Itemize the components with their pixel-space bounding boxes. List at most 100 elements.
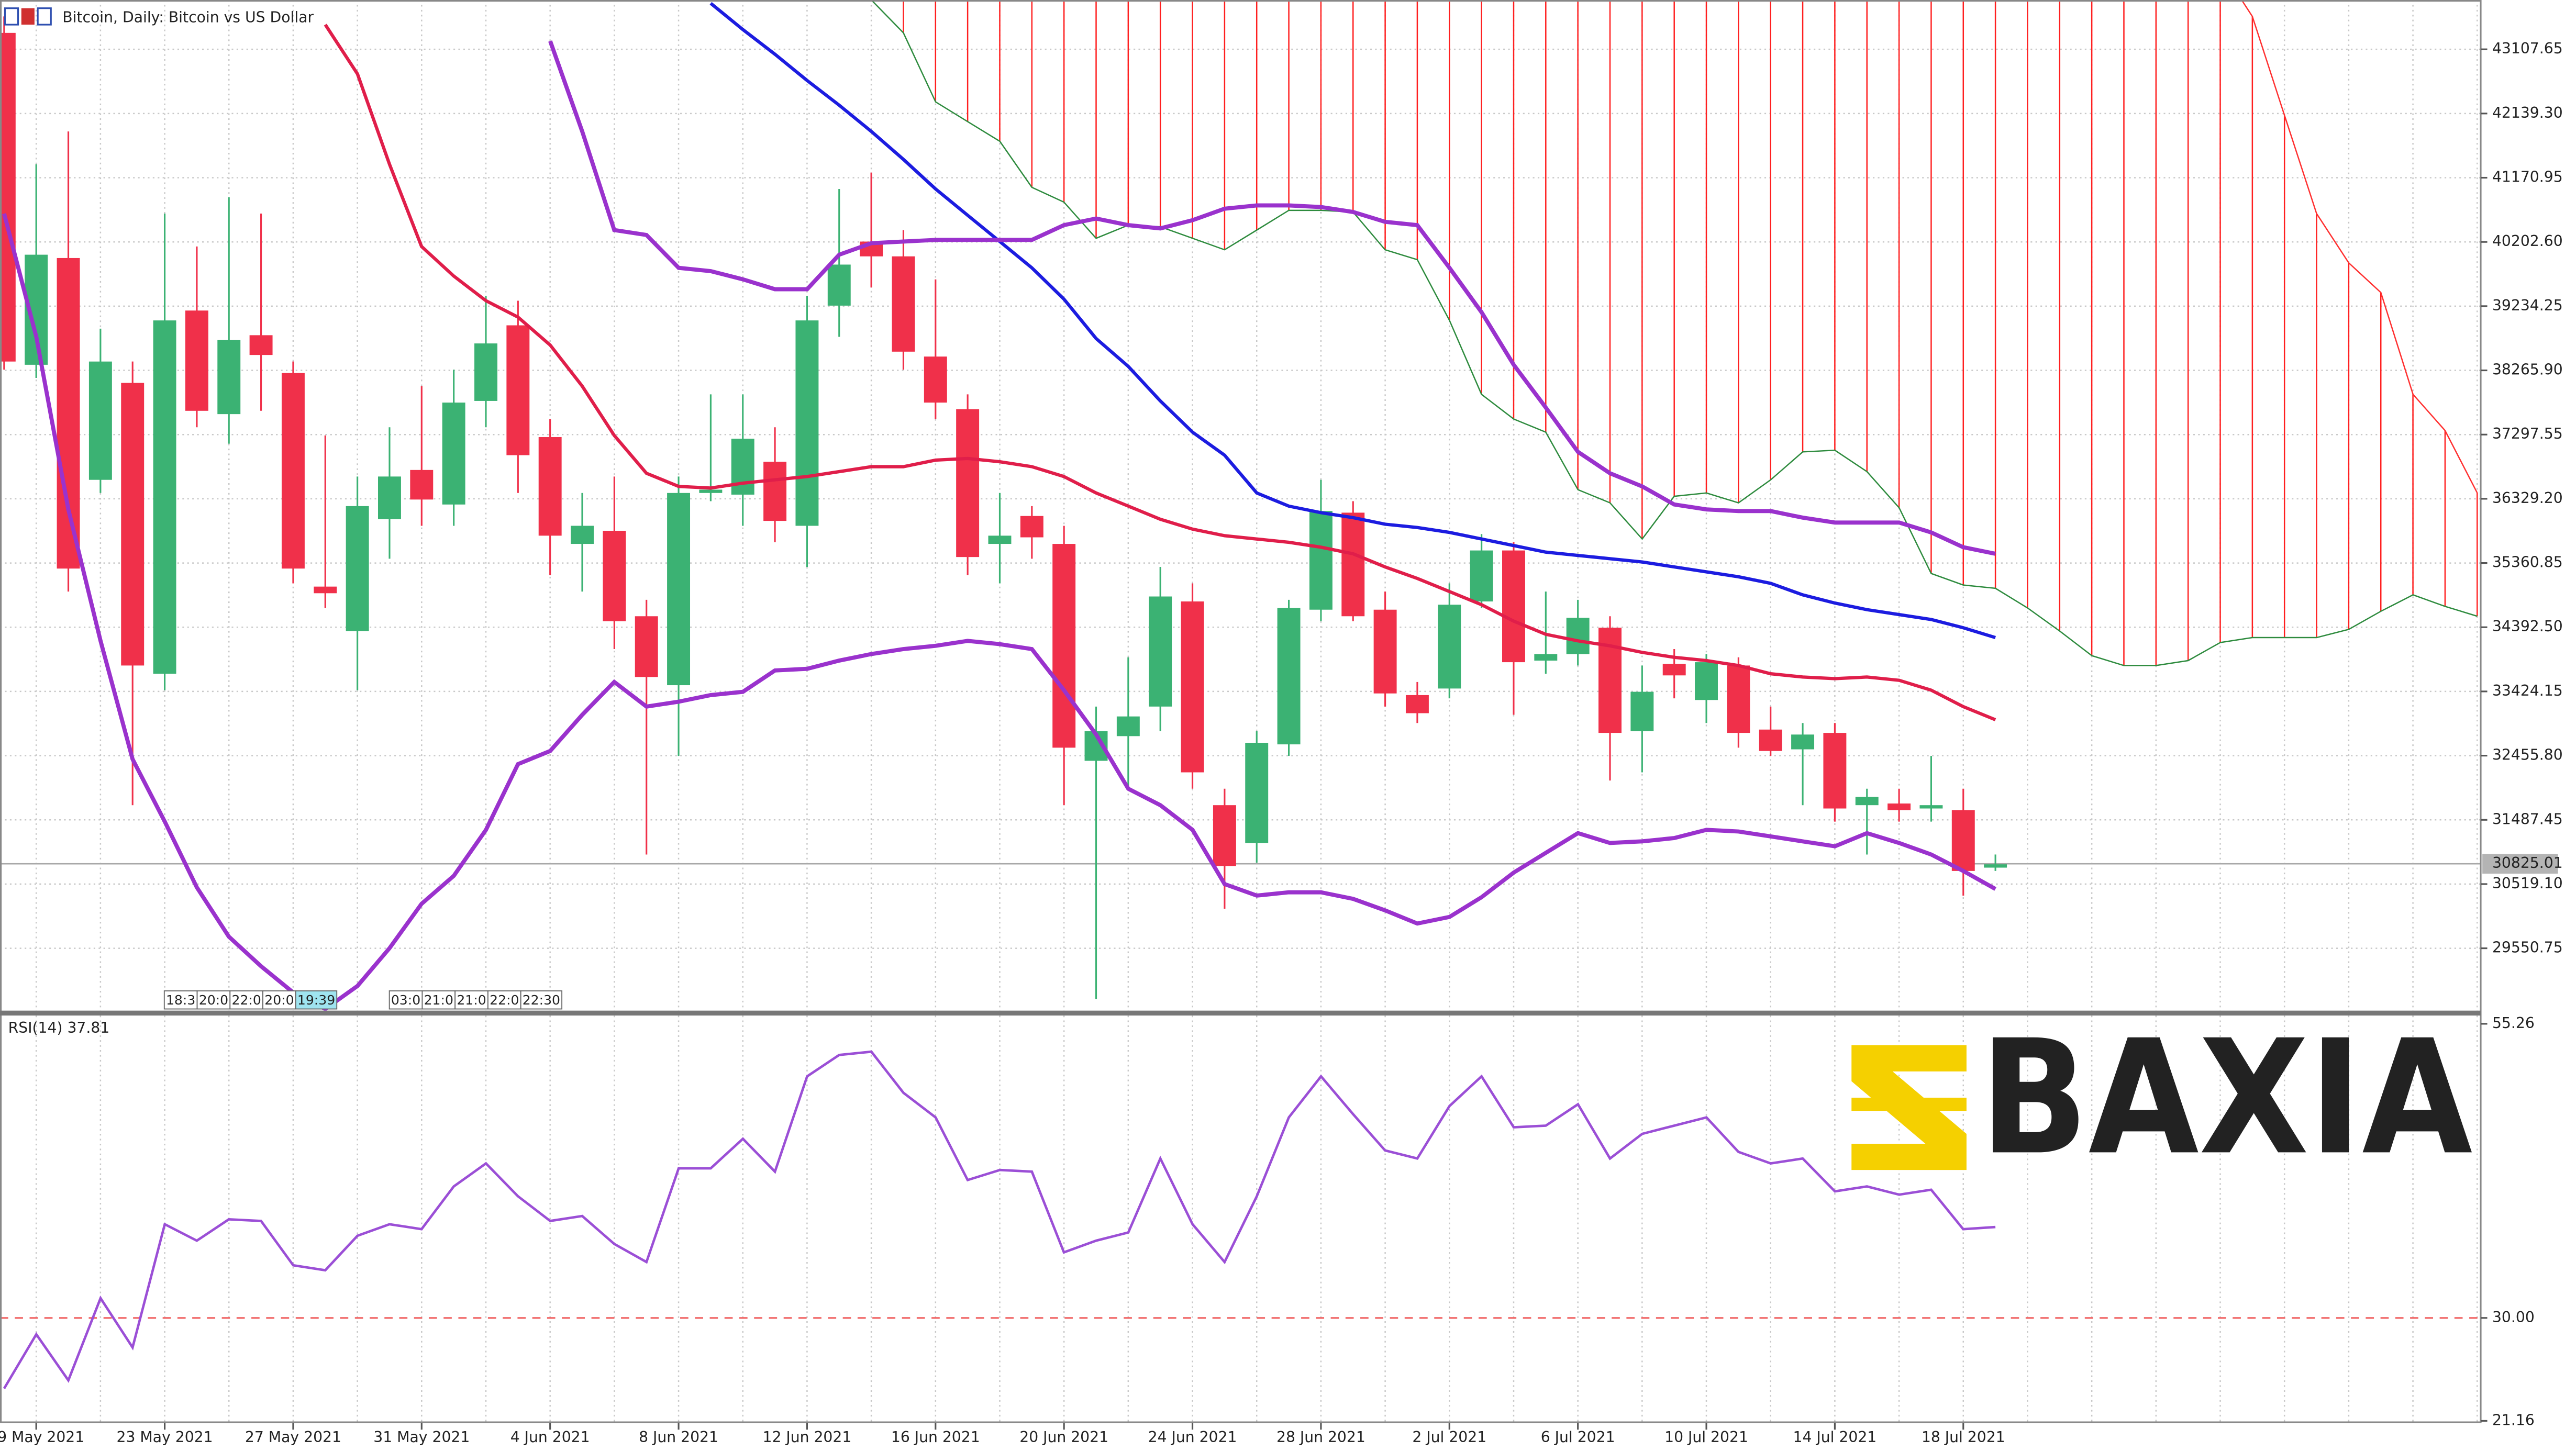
y-tick-label: 43107.65 [2492, 40, 2563, 57]
x-tick-label: 4 Jun 2021 [510, 1428, 590, 1446]
candle-body [603, 530, 626, 621]
logo: BAXIA [1851, 1006, 2473, 1190]
y-tick-label: 38265.90 [2492, 361, 2563, 378]
logo-icon [1851, 1098, 1967, 1111]
candle-body [571, 526, 594, 544]
session-label: 20:0 [264, 992, 294, 1008]
candle-body [1116, 716, 1140, 736]
candle-body [1341, 512, 1365, 617]
candle-body [1405, 695, 1429, 713]
candle-body [185, 310, 208, 411]
y-tick-label: 32455.80 [2492, 746, 2563, 764]
y-tick-label: 40202.60 [2492, 232, 2563, 250]
candle-body [153, 320, 176, 674]
candle-body [1309, 511, 1333, 610]
chart-title: Bitcoin, Daily: Bitcoin vs US Dollar [62, 9, 314, 26]
panel-separator [0, 1010, 2481, 1016]
x-tick-label: 16 Jun 2021 [891, 1428, 980, 1446]
session-label: 22:0 [490, 992, 519, 1008]
candle-body [827, 264, 851, 306]
candle-body [956, 409, 980, 557]
candle-body [1759, 729, 1782, 751]
x-tick-label: 28 Jun 2021 [1276, 1428, 1365, 1446]
candle-body [1791, 734, 1815, 750]
candle-body [57, 258, 80, 569]
session-label: 22:30 [523, 992, 560, 1008]
last-price-label: 30825.01 [2492, 854, 2563, 872]
x-tick-label: 6 Jul 2021 [1541, 1428, 1615, 1446]
candle-body [1534, 654, 1558, 661]
session-label: 19:39 [297, 992, 335, 1008]
candle-body [1919, 805, 1943, 809]
icon [4, 7, 19, 26]
candle-body [1373, 609, 1397, 694]
y-tick-label: 30.00 [2492, 1309, 2535, 1326]
y-tick-label: 36329.20 [2492, 489, 2563, 507]
price-panel [0, 0, 2481, 1011]
candle-body [1887, 803, 1911, 810]
candle-body [1213, 805, 1236, 866]
y-tick-label: 39234.25 [2492, 297, 2563, 314]
candle-body [249, 335, 273, 355]
session-box [295, 990, 338, 1010]
candle-body [410, 470, 434, 500]
last-price-box [2482, 854, 2558, 874]
y-tick-label: 30519.10 [2492, 875, 2563, 892]
x-tick-label: 14 Jul 2021 [1793, 1428, 1877, 1446]
candle-body [1823, 733, 1847, 809]
candle-body [924, 356, 947, 403]
session-box [454, 990, 488, 1010]
x-tick-label: 10 Jul 2021 [1664, 1428, 1748, 1446]
y-tick-label: 21.16 [2492, 1411, 2535, 1428]
candle-body [506, 325, 530, 455]
session-label: 21:0 [457, 992, 486, 1008]
candle-body [88, 361, 112, 480]
session-label: 03:0 [391, 992, 420, 1008]
candle-body [1951, 810, 1975, 871]
candle-body [442, 403, 465, 505]
candle-body [1181, 601, 1204, 773]
y-tick-label: 29550.75 [2492, 939, 2563, 956]
candle-body [892, 256, 915, 352]
candle-body [667, 493, 691, 686]
candle-body [1502, 550, 1525, 663]
y-tick-label: 34392.50 [2492, 618, 2563, 635]
candle-body [1052, 544, 1076, 748]
y-tick-label: 41170.95 [2492, 169, 2563, 186]
session-box [262, 990, 296, 1010]
icon [21, 8, 35, 25]
candle-body [1149, 596, 1172, 707]
candle-body [1470, 550, 1493, 602]
candle-body [217, 340, 241, 415]
candle-body [1245, 742, 1269, 843]
candle-body [699, 489, 723, 493]
indicator-line [324, 24, 1996, 721]
candle-body [763, 462, 787, 521]
candle-body [1662, 664, 1686, 676]
icon [37, 7, 52, 26]
rsi-panel [0, 1050, 2481, 1389]
session-box [229, 990, 263, 1010]
candle-body [1984, 864, 2007, 868]
candle-body [1277, 608, 1301, 745]
candle-body [0, 32, 16, 362]
candle-body [635, 616, 658, 677]
x-tick-label: 23 May 2021 [117, 1428, 213, 1446]
candle-body [1630, 691, 1654, 731]
candle-body [1695, 662, 1718, 700]
y-tick-label: 31487.45 [2492, 810, 2563, 828]
candle-body [731, 439, 754, 495]
session-label: 22:0 [231, 992, 261, 1008]
session-box [388, 990, 423, 1010]
candle-body [314, 586, 337, 594]
candle-body [1727, 665, 1750, 733]
session-box [520, 990, 563, 1010]
session-box [421, 990, 456, 1010]
candle-body [377, 476, 401, 519]
x-tick-label: 19 May 2021 [0, 1428, 84, 1446]
x-tick-label: 12 Jun 2021 [763, 1428, 852, 1446]
candle-body [1566, 618, 1590, 654]
session-label: 20:0 [199, 992, 228, 1008]
